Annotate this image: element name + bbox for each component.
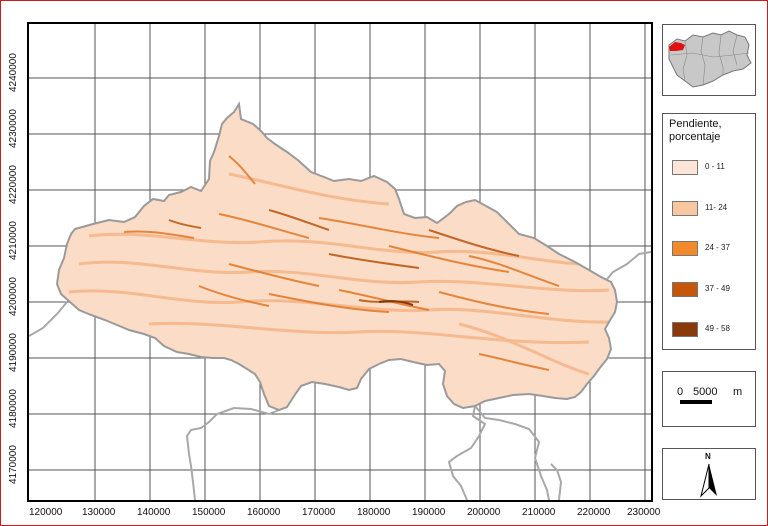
slope-raster	[57, 104, 617, 410]
legend-swatch	[672, 160, 698, 175]
x-tick-label: 230000	[627, 507, 661, 518]
scale-unit-label: m	[733, 386, 743, 398]
legend-swatch	[672, 282, 698, 297]
x-tick-label: 220000	[577, 507, 611, 518]
x-tick-label: 210000	[522, 507, 556, 518]
legend-label: 0 - 11	[705, 162, 725, 171]
legend: Pendiente, porcentaje 0 - 11 11- 24 24 -…	[662, 113, 756, 350]
y-tick-label: 4220000	[8, 165, 19, 204]
north-arrow-panel: N	[662, 448, 756, 500]
legend-swatch	[672, 241, 698, 256]
scale-bar-panel: 0 5000 m	[662, 371, 756, 427]
x-tick-label: 130000	[82, 507, 116, 518]
scale-zero-label: 0	[677, 386, 684, 398]
study-area-outline	[55, 101, 619, 412]
y-tick-label: 4170000	[8, 445, 19, 484]
x-tick-label: 150000	[192, 507, 226, 518]
north-label: N	[705, 452, 711, 461]
legend-title-line1: Pendiente,	[669, 118, 722, 130]
x-tick-label: 160000	[247, 507, 281, 518]
y-tick-label: 4190000	[8, 333, 19, 372]
legend-title-line2: porcentaje	[669, 131, 721, 143]
x-tick-label: 140000	[137, 507, 171, 518]
y-tick-label: 4240000	[8, 53, 19, 92]
y-tick-label: 4200000	[8, 277, 19, 316]
scale-bar	[680, 400, 712, 404]
legend-title: Pendiente, porcentaje	[669, 118, 722, 144]
x-tick-label: 180000	[357, 507, 391, 518]
legend-swatch	[672, 322, 698, 337]
locator-map-panel	[662, 24, 756, 96]
north-arrow-icon	[700, 463, 717, 498]
y-tick-label: 4210000	[8, 221, 19, 260]
legend-swatch	[672, 201, 698, 216]
y-tick-label: 4180000	[8, 389, 19, 428]
map-frame[interactable]	[27, 22, 653, 502]
x-tick-label: 200000	[467, 507, 501, 518]
locator-map	[668, 30, 752, 88]
y-tick-label: 4230000	[8, 109, 19, 148]
scale-value-label: 5000	[693, 386, 718, 398]
legend-label: 49 - 58	[705, 324, 730, 333]
neighbour-boundaries	[29, 251, 651, 500]
map-canvas[interactable]	[29, 24, 651, 500]
x-tick-label: 190000	[412, 507, 446, 518]
legend-label: 37 - 49	[705, 284, 730, 293]
x-tick-label: 170000	[302, 507, 336, 518]
legend-label: 24 - 37	[705, 243, 730, 252]
legend-label: 11- 24	[705, 203, 728, 212]
x-tick-label: 120000	[29, 507, 63, 518]
